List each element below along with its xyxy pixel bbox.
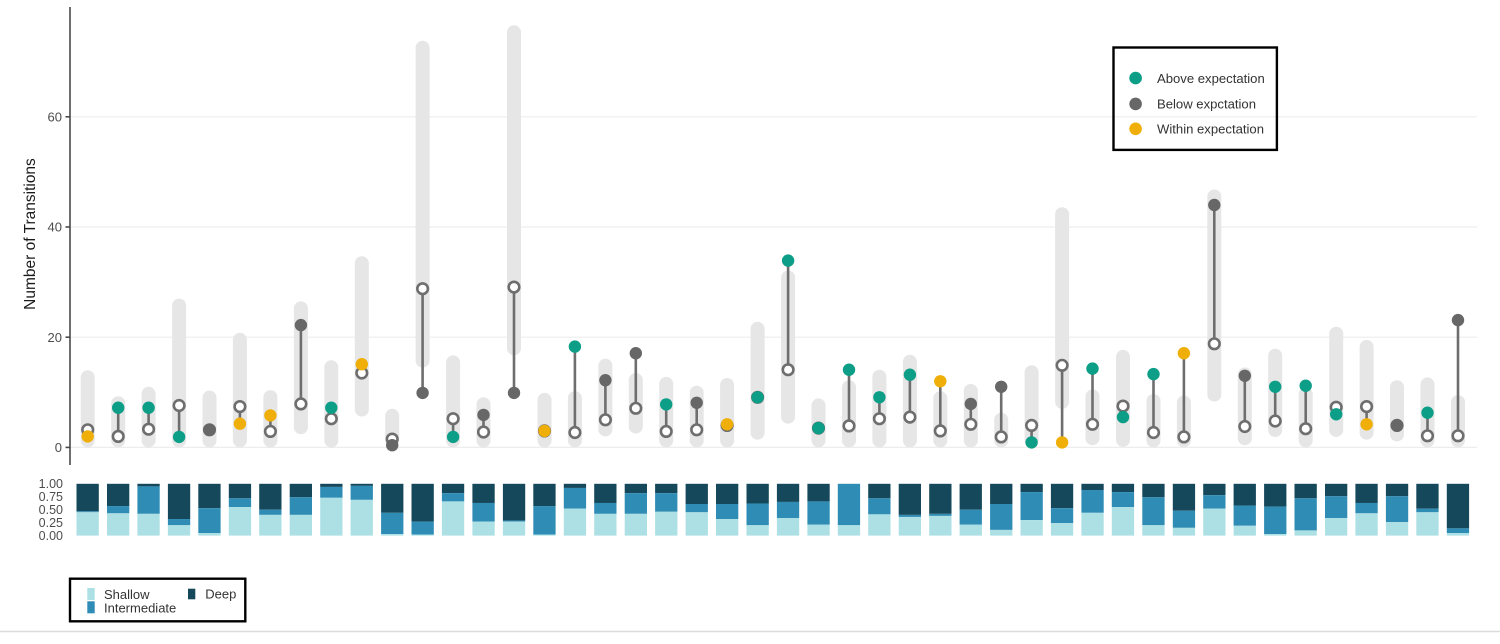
svg-text:1.00: 1.00	[39, 477, 63, 491]
svg-text:Shallow: Shallow	[104, 587, 150, 602]
svg-text:0: 0	[55, 440, 62, 455]
svg-text:0.00: 0.00	[39, 529, 63, 543]
svg-text:Intermediate: Intermediate	[104, 601, 176, 616]
svg-text:Deep: Deep	[205, 587, 236, 602]
svg-text:0.50: 0.50	[39, 503, 63, 517]
svg-text:Below expctation: Below expctation	[1157, 97, 1256, 112]
svg-text:40: 40	[48, 220, 62, 235]
svg-text:Number of Transitions: Number of Transitions	[22, 158, 39, 310]
svg-text:Within expectation: Within expectation	[1157, 122, 1264, 137]
svg-text:0.25: 0.25	[39, 516, 63, 530]
svg-text:Above expectation: Above expectation	[1157, 71, 1265, 86]
svg-text:0.75: 0.75	[39, 490, 63, 504]
svg-text:20: 20	[48, 330, 62, 345]
svg-text:60: 60	[48, 109, 62, 124]
